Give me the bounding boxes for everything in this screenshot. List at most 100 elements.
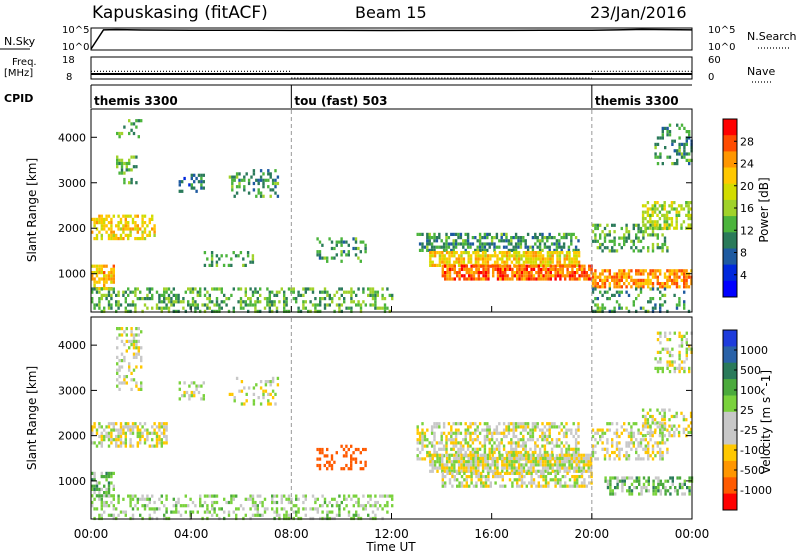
power-cell [601,230,604,234]
velocity-cell [664,486,667,490]
power-cell [547,271,550,275]
velocity-cell [564,481,567,485]
power-cell [514,245,518,249]
power-cell [452,239,455,243]
velocity-cell [470,475,473,479]
power-cell [683,290,686,294]
power-cell [486,248,489,252]
velocity-cell [452,438,455,442]
power-cell [596,226,599,231]
power-cell [537,271,540,275]
power-cell [244,290,247,294]
velocity-cell [547,481,550,485]
power-cell [637,282,640,286]
velocity-cell [663,408,666,412]
velocity-cell [263,507,267,511]
power-cell [98,217,101,221]
velocity-cell [254,507,257,511]
power-cell [642,246,645,250]
velocity-cell [110,428,113,432]
velocity-cell [573,481,576,485]
power-cell [178,189,181,193]
power-cell [93,277,96,281]
power-cell [273,300,276,304]
velocity-cell [193,381,196,385]
power-cell [491,254,494,258]
power-cell [540,277,543,281]
velocity-cell [93,507,96,511]
velocity-cell [163,431,166,435]
velocity-cell [666,350,669,354]
power-cell [210,257,214,261]
velocity-cell [603,454,607,458]
power-cell [603,269,607,273]
power-cell [599,246,602,250]
power-cell [585,277,588,281]
velocity-cell [129,425,132,429]
power-cell [190,186,193,190]
velocity-cell [498,456,502,461]
velocity-cell [441,460,444,464]
power-cell [656,213,659,217]
velocity-cell [625,444,628,448]
velocity-cell [541,434,544,439]
velocity-cell [440,438,443,442]
velocity-cell [585,453,588,457]
power-cell [445,245,448,249]
power-cell [206,297,209,301]
velocity-cell [575,469,578,473]
power-cell [470,264,473,268]
power-cell [591,272,595,276]
velocity-cell [594,444,597,448]
velocity-cell [603,447,607,451]
velocity-cell [213,500,216,505]
power-cell [656,246,659,250]
velocity-cell [668,331,672,335]
power-cell [632,278,635,282]
power-cell [95,274,99,278]
power-cell [656,278,659,282]
cpid-segments: themis 3300 tou (fast) 503 themis 3300 [90,85,679,108]
velocity-cell [519,422,523,426]
power-cell [568,254,571,258]
velocity-cell [478,447,482,451]
velocity-cell [134,504,137,508]
power-cell [201,303,204,307]
velocity-cell [501,456,504,461]
power-cell [683,142,686,146]
velocity-cell [442,422,446,426]
velocity-cell [588,475,591,479]
velocity-cell [517,441,520,445]
velocity-cell [139,434,142,439]
power-cell [474,251,478,255]
velocity-cell [668,350,672,354]
power-cell [364,243,367,247]
velocity-cell [536,438,539,442]
power-cell [448,260,451,264]
velocity-cell [666,347,669,351]
power-cell [222,263,226,267]
power-cell [100,224,103,228]
power-cell [539,257,542,261]
velocity-cell [450,434,453,439]
velocity-cell [433,450,436,455]
velocity-cell [621,476,624,480]
power-cell [666,269,669,273]
power-cell [215,260,219,264]
power-cell [314,306,317,310]
power-cell [307,309,310,313]
power-cell [249,260,252,264]
velocity-cell [618,454,621,458]
velocity-cell [333,460,336,464]
velocity-cell [583,478,586,482]
velocity-cell [453,478,456,482]
velocity-cell [273,494,276,498]
power-cell [302,287,305,291]
velocity-cell [549,478,552,482]
power-cell [575,260,578,264]
velocity-cell [454,434,458,439]
velocity-cell [484,460,487,464]
velocity-cell [338,513,341,517]
velocity-cell [526,438,530,442]
velocity-cell [638,492,641,496]
